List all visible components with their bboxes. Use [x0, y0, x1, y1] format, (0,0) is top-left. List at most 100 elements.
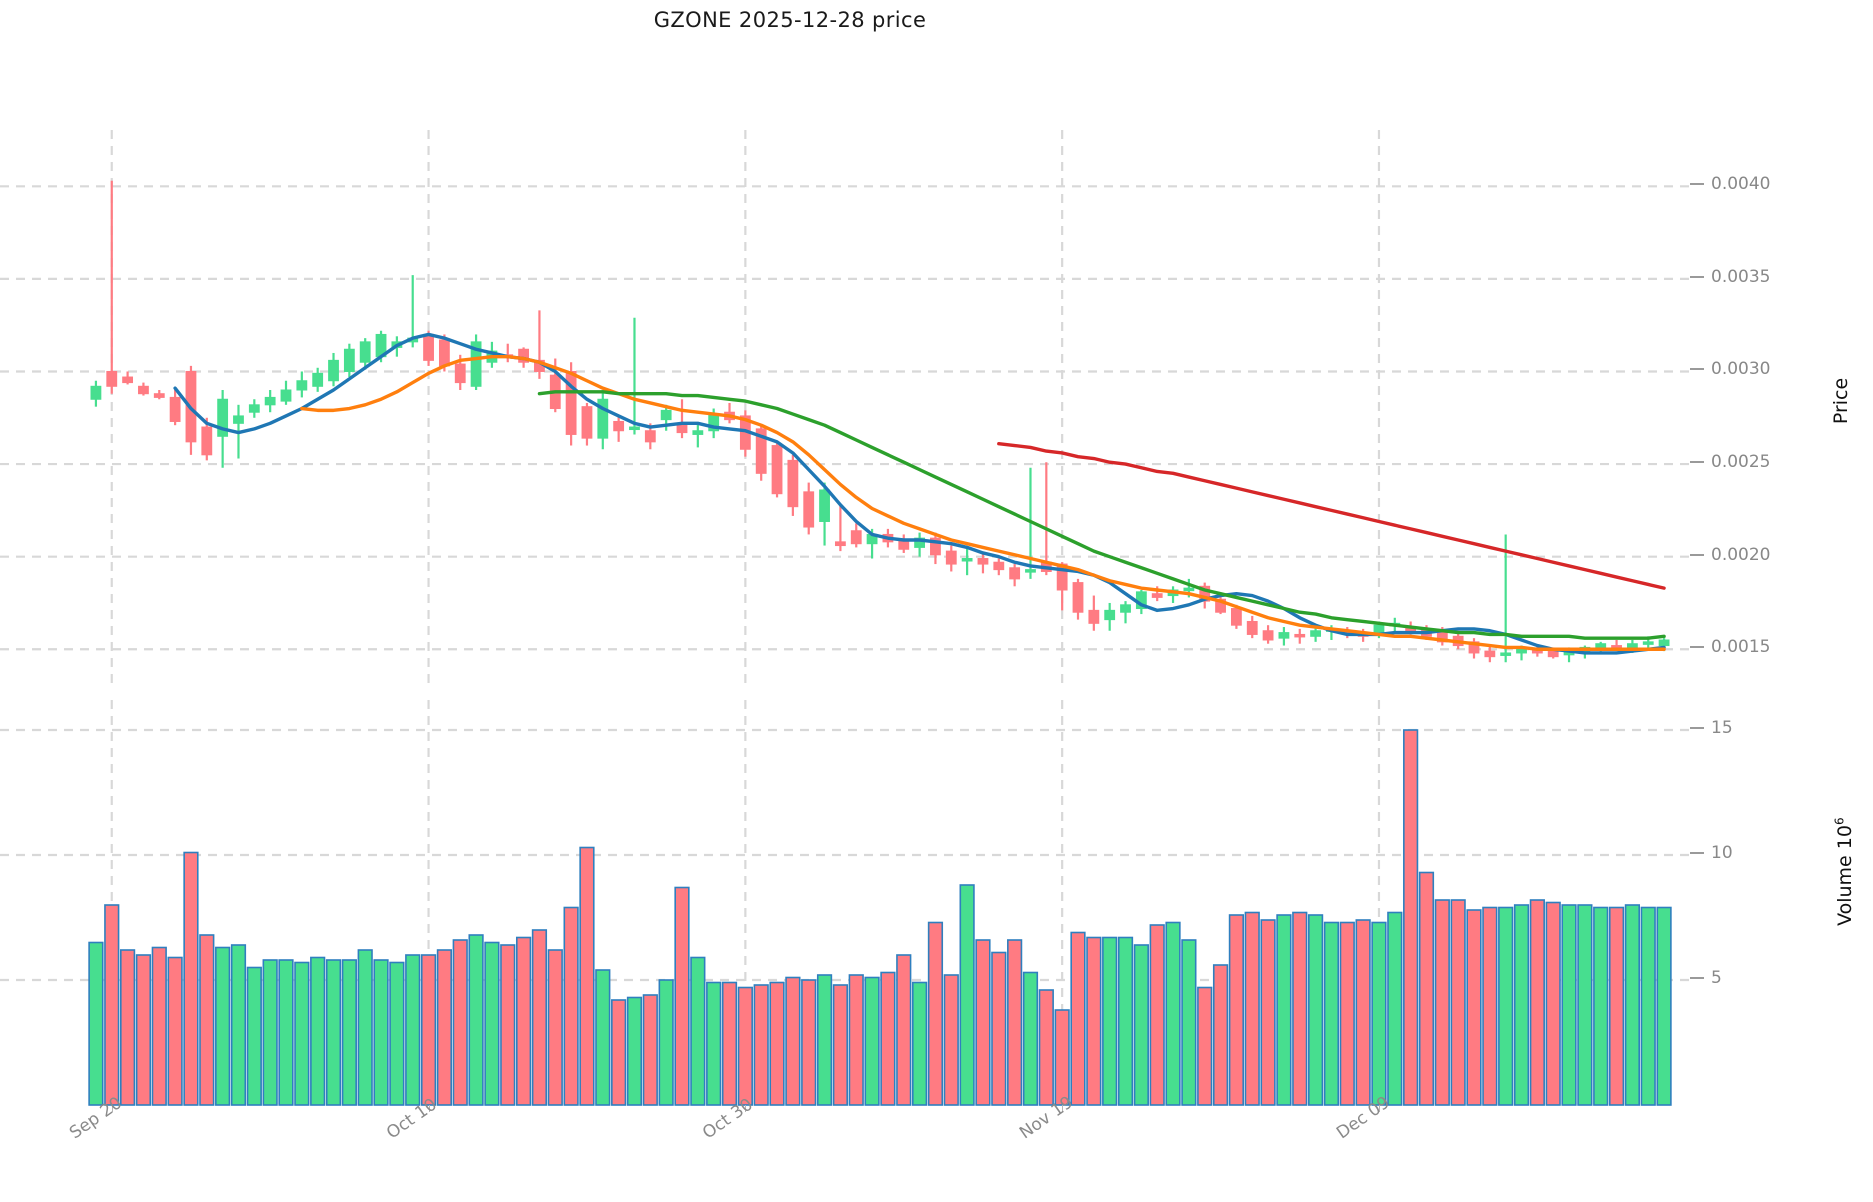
volume-bar — [389, 961, 405, 1106]
volume-bar — [896, 954, 912, 1106]
volume-bar — [1276, 914, 1292, 1106]
volume-bar — [1086, 936, 1102, 1106]
volume-bar — [674, 886, 690, 1106]
volume-bar — [294, 961, 310, 1106]
volume-bar — [325, 959, 342, 1106]
price-tick-text: 0.0030 — [1711, 359, 1771, 380]
candle-body — [359, 341, 371, 363]
volume-bar — [991, 951, 1007, 1106]
candlestick — [676, 399, 688, 439]
candlestick — [803, 482, 815, 535]
candle-body — [755, 428, 767, 474]
candlestick — [1167, 586, 1179, 603]
volume-bar — [215, 946, 231, 1106]
tick-dash — [1690, 368, 1704, 371]
candle-body — [629, 426, 640, 431]
candle-body — [1516, 648, 1527, 654]
candle-body — [613, 420, 625, 432]
candlestick — [819, 482, 830, 546]
candle-body — [692, 430, 704, 435]
volume-bar — [1545, 901, 1561, 1106]
candle-body — [423, 333, 434, 361]
price-tick-text: 0.0035 — [1711, 266, 1771, 287]
candle-body — [597, 398, 609, 439]
volume-bar — [785, 976, 801, 1106]
volume-bar — [626, 996, 643, 1106]
x-tick-mark — [745, 1105, 747, 1112]
price-tick-label: 0.0025 — [1690, 452, 1770, 472]
price-tick-label: 0.0030 — [1690, 359, 1770, 379]
volume-chart-panel — [0, 700, 1690, 1106]
candle-body — [1658, 639, 1670, 647]
volume-axis-label-text: Volume 10 — [1833, 825, 1856, 926]
candle-body — [1436, 632, 1448, 643]
candle-body — [1104, 609, 1116, 621]
x-tick-mark — [111, 1105, 113, 1112]
volume-bar — [135, 954, 152, 1106]
candlestick — [565, 362, 577, 446]
candle-body — [1199, 585, 1211, 602]
volume-bar — [278, 959, 294, 1106]
volume-bar — [611, 999, 627, 1106]
volume-bar — [1418, 871, 1435, 1106]
price-axis-label: Price — [1830, 377, 1853, 425]
volume-bar — [1577, 904, 1593, 1106]
volume-bar — [864, 976, 880, 1106]
candle-body — [106, 370, 118, 387]
candle-body — [1547, 650, 1559, 658]
price-tick-text: 0.0040 — [1711, 174, 1771, 195]
candlestick — [1088, 595, 1100, 631]
tick-dash — [1690, 727, 1704, 729]
volume-bar — [1181, 939, 1197, 1106]
volume-bar — [1244, 911, 1260, 1106]
candlestick — [993, 558, 1005, 576]
candlestick — [613, 415, 625, 442]
volume-bar — [959, 884, 975, 1106]
volume-bar — [1339, 921, 1355, 1106]
candle-body — [454, 363, 466, 384]
volume-bar — [1466, 909, 1482, 1106]
volume-bar — [500, 944, 516, 1106]
volume-bar — [104, 904, 120, 1106]
volume-bar — [1165, 921, 1181, 1106]
candlestick — [1468, 638, 1480, 659]
volume-bar — [1133, 944, 1149, 1106]
candlestick — [930, 532, 941, 565]
candlestick — [153, 390, 165, 400]
candle-body — [1310, 630, 1322, 637]
candle-body — [1642, 641, 1654, 645]
candlestick — [1104, 602, 1116, 631]
price-chart-panel — [0, 130, 1690, 690]
candlestick — [597, 390, 609, 450]
candlestick — [296, 371, 308, 398]
candle-body — [296, 380, 308, 391]
candlestick — [1278, 627, 1290, 646]
candle-body — [280, 389, 292, 402]
candle-body — [914, 537, 926, 548]
volume-bar — [183, 851, 199, 1106]
x-tick-mark — [1062, 1105, 1064, 1112]
volume-bar — [310, 956, 326, 1106]
candle-body — [819, 489, 830, 522]
candlestick — [264, 390, 276, 413]
candle-body — [1025, 569, 1036, 573]
volume-bar — [199, 934, 215, 1106]
candle-body — [122, 376, 134, 384]
candle-body — [803, 491, 815, 528]
candlestick — [359, 338, 371, 370]
volume-bar — [1070, 931, 1086, 1106]
volume-bar — [880, 971, 896, 1106]
volume-bar — [1102, 936, 1118, 1106]
volume-bar — [468, 934, 484, 1106]
candlestick — [1009, 564, 1021, 587]
candlestick — [534, 310, 545, 379]
volume-bar — [547, 949, 563, 1106]
candlestick — [914, 532, 926, 557]
volume-bar — [341, 959, 357, 1106]
candle-body — [1183, 587, 1195, 592]
candle-body — [771, 445, 783, 495]
candlestick — [138, 382, 149, 396]
volume-bar — [1434, 899, 1450, 1106]
candlestick — [248, 399, 260, 418]
